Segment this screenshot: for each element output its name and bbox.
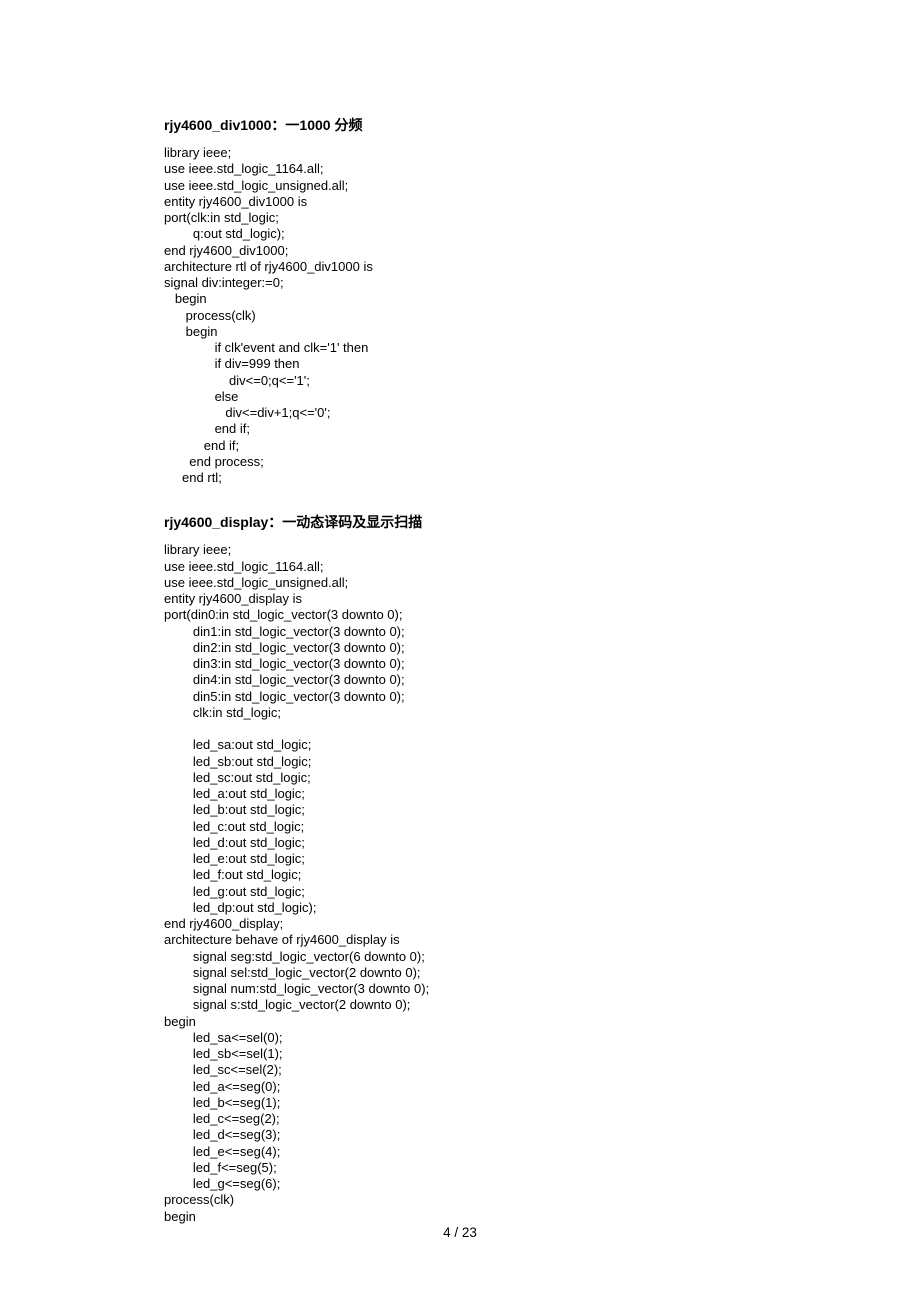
page-number: 4 / 23 [0, 1225, 920, 1240]
section-2-code: library ieee; use ieee.std_logic_1164.al… [164, 542, 756, 1225]
section-1: rjy4600_div1000：一1000 分频 library ieee; u… [164, 115, 756, 486]
section-2-heading: rjy4600_display：一动态译码及显示扫描 [164, 512, 756, 532]
section-2: rjy4600_display：一动态译码及显示扫描 library ieee;… [164, 512, 756, 1225]
section-1-code: library ieee; use ieee.std_logic_1164.al… [164, 145, 756, 486]
section-1-heading: rjy4600_div1000：一1000 分频 [164, 115, 756, 135]
